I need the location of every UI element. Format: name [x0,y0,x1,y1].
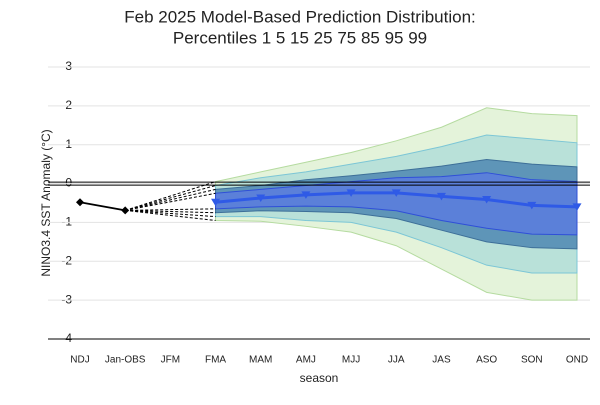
connector [125,209,216,214]
x-tick-label: JFM [161,355,180,366]
y-tick-label: -2 [61,253,72,267]
connector [125,192,216,211]
x-tick-label: JJA [388,355,405,366]
x-axis-label: season [300,371,339,385]
y-tick-label: 2 [65,98,72,112]
connector [125,209,216,221]
median-marker [572,203,582,211]
x-tick-label: FMA [205,355,226,366]
y-tick-label: 3 [65,59,72,73]
median-marker [482,196,492,204]
median-marker [391,189,401,197]
connector [125,188,216,211]
y-axis-label: NINO3.4 SST Anomaly (°C) [39,129,53,276]
y-tick-label: -1 [61,215,72,229]
x-tick-label: NDJ [70,355,89,366]
y-tick-label: 1 [65,137,72,151]
y-tick-label: -3 [61,292,72,306]
median-marker [346,189,356,197]
x-tick-label: MAM [249,355,272,366]
y-tick-label: 0 [65,176,72,190]
median-marker [211,198,221,207]
connector [125,181,216,211]
observed-marker [121,206,130,215]
median-marker [436,192,446,201]
median-marker [527,201,537,210]
chart-title: Percentiles 1 5 15 25 75 85 95 99 [173,28,427,47]
connector [125,209,216,218]
connector [125,185,216,211]
x-tick-label: AMJ [296,355,316,366]
observed-line [79,201,126,212]
x-tick-label: OND [566,355,588,366]
median-marker [301,191,311,199]
chart-title: Feb 2025 Model-Based Prediction Distribu… [124,7,476,26]
observed-marker [76,198,84,207]
x-tick-label: ASO [476,355,497,366]
median-marker [256,194,266,202]
x-tick-label: Jan-OBS [105,355,146,366]
connector [125,208,216,211]
x-tick-label: MJJ [342,355,360,366]
x-tick-label: SON [521,355,543,366]
x-tick-label: JAS [432,355,451,366]
y-tick-label: -4 [61,331,72,345]
